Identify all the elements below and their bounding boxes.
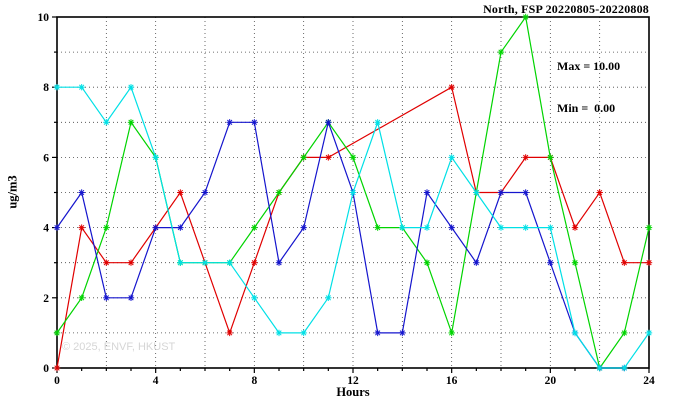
x-tick-label: 0: [54, 375, 60, 387]
series-green-marker: [350, 154, 356, 161]
series-blue-marker: [375, 330, 381, 336]
series-blue-marker: [301, 224, 307, 231]
series-green-marker: [449, 330, 455, 336]
series-green-marker: [251, 224, 257, 231]
series-cyan-marker: [597, 365, 603, 371]
series-red-marker: [572, 224, 578, 231]
series-blue-marker: [523, 189, 529, 196]
series-cyan-marker: [523, 224, 529, 231]
series-blue-marker: [547, 260, 553, 266]
series-red-marker: [177, 189, 183, 196]
series-green-marker: [572, 260, 578, 266]
series-green-marker: [276, 189, 282, 196]
series-blue-marker: [498, 189, 504, 196]
series-cyan-marker: [128, 84, 134, 90]
series-cyan-marker: [79, 84, 85, 90]
series-blue-marker: [276, 260, 282, 266]
x-axis-label: Hours: [336, 385, 370, 399]
y-axis-label: ug/m3: [5, 175, 20, 209]
series-green-marker: [54, 330, 60, 336]
series-blue-marker: [54, 224, 60, 231]
series-green-marker: [498, 49, 504, 55]
series-cyan-marker: [572, 330, 578, 336]
series-green-marker: [547, 154, 553, 161]
series-cyan-marker: [646, 330, 652, 336]
series-green-marker: [375, 224, 381, 231]
series-red-marker: [621, 260, 627, 266]
y-tick-label: 2: [43, 293, 49, 305]
series-cyan-marker: [498, 224, 504, 231]
series-cyan-marker: [177, 260, 183, 266]
stats-annotation: Max = 10.00 Min = 0.00: [557, 31, 620, 143]
series-blue-marker: [79, 189, 85, 196]
series-cyan-marker: [153, 154, 159, 161]
series-blue-marker: [251, 119, 257, 125]
y-tick-label: 8: [43, 82, 49, 94]
series-cyan-marker: [202, 260, 208, 266]
y-tick-label: 10: [38, 12, 50, 24]
max-value-label: Max = 10.00: [557, 59, 621, 73]
series-green-marker: [523, 14, 529, 20]
series-green-marker: [103, 224, 109, 231]
series-cyan-marker: [103, 119, 109, 125]
series-green-marker: [128, 119, 134, 125]
series-red-marker: [646, 260, 652, 266]
series-cyan-marker: [547, 224, 553, 231]
series-blue-marker: [325, 119, 331, 125]
series-blue-marker: [153, 224, 159, 231]
series-cyan-marker: [350, 189, 356, 196]
series-green-marker: [646, 224, 652, 231]
watermark: © 2025, ENVF, HKUST: [62, 341, 176, 353]
series-cyan-marker: [54, 84, 60, 90]
series-cyan-marker: [276, 330, 282, 336]
series-cyan-marker: [449, 154, 455, 161]
series-red-marker: [597, 189, 603, 196]
min-value-label: Min = 0.00: [557, 101, 616, 115]
series-blue-line: [56, 120, 625, 369]
series-red-marker: [449, 84, 455, 90]
series-red-marker: [128, 260, 134, 266]
series-cyan-marker: [399, 224, 405, 231]
series-blue-marker: [128, 295, 134, 301]
series-cyan-marker: [424, 224, 430, 231]
series-cyan-marker: [301, 330, 307, 336]
series-green-marker: [621, 330, 627, 336]
series-cyan-marker: [251, 295, 257, 301]
series-red-marker: [79, 224, 85, 231]
series-red-marker: [251, 260, 257, 266]
series-blue-marker: [449, 224, 455, 231]
x-tick-label: 4: [153, 375, 159, 387]
series-red-marker: [325, 154, 331, 161]
series-cyan-marker: [325, 295, 331, 301]
series-blue-marker: [424, 189, 430, 196]
y-tick-label: 6: [43, 152, 49, 164]
series-blue-marker: [227, 119, 233, 125]
series-blue-marker: [399, 330, 405, 336]
series-cyan-marker: [621, 365, 627, 371]
x-tick-label: 8: [251, 375, 257, 387]
series-blue-marker: [473, 260, 479, 266]
series-red-marker: [103, 260, 109, 266]
series-blue-marker: [202, 189, 208, 196]
series-cyan-marker: [375, 119, 381, 125]
x-tick-label: 24: [643, 375, 655, 387]
chart-title: North, FSP 20220805-20220808: [483, 2, 649, 16]
x-tick-label: 12: [347, 375, 359, 387]
series-red-marker: [227, 330, 233, 336]
series-green-marker: [301, 154, 307, 161]
series-blue-marker: [177, 224, 183, 231]
series-green-marker: [79, 295, 85, 301]
series-red-marker: [523, 154, 529, 161]
y-tick-label: 0: [43, 363, 49, 375]
y-tick-label: 4: [43, 223, 49, 235]
series-red-marker: [54, 365, 60, 371]
series-green-marker: [424, 260, 430, 266]
series-blue-marker: [103, 295, 109, 301]
series-cyan-marker: [473, 189, 479, 196]
x-tick-label: 16: [446, 375, 458, 387]
series-cyan-marker: [227, 260, 233, 266]
x-tick-label: 20: [545, 375, 557, 387]
